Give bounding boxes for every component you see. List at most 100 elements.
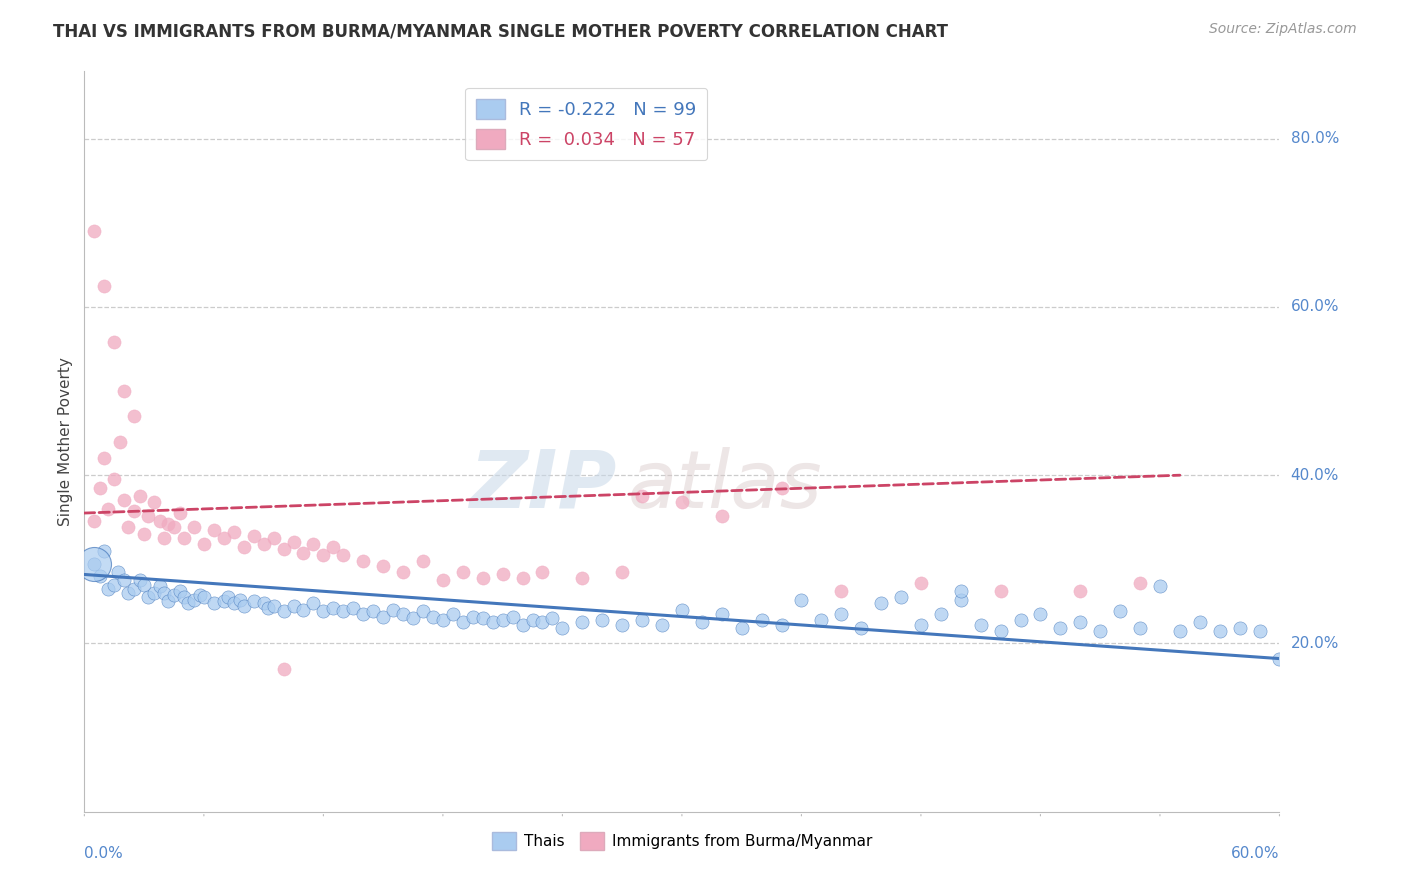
Point xyxy=(169,506,191,520)
Legend: Thais, Immigrants from Burma/Myanmar: Thais, Immigrants from Burma/Myanmar xyxy=(485,826,879,856)
Point xyxy=(1129,575,1152,590)
Point xyxy=(551,621,574,635)
Point xyxy=(107,565,129,579)
Point xyxy=(93,279,115,293)
Point xyxy=(149,579,172,593)
Point xyxy=(531,615,554,630)
Point xyxy=(392,565,415,579)
Point xyxy=(292,545,315,560)
Point xyxy=(122,503,145,517)
Point xyxy=(1069,615,1091,630)
Point xyxy=(89,569,111,583)
Point xyxy=(212,531,235,545)
Point xyxy=(112,384,135,398)
Point xyxy=(157,594,180,608)
Point xyxy=(412,554,434,568)
Point xyxy=(302,537,325,551)
Point xyxy=(312,548,335,562)
Point xyxy=(492,613,515,627)
Point xyxy=(710,508,733,523)
Point xyxy=(910,618,932,632)
Point xyxy=(441,607,464,621)
Text: 40.0%: 40.0% xyxy=(1291,467,1339,483)
Point xyxy=(173,590,195,604)
Point xyxy=(451,565,474,579)
Point xyxy=(332,548,354,562)
Point xyxy=(1209,624,1232,638)
Point xyxy=(1229,621,1251,635)
Point xyxy=(990,584,1012,599)
Point xyxy=(1049,621,1071,635)
Point xyxy=(402,611,425,625)
Point xyxy=(217,590,239,604)
Point xyxy=(183,520,205,534)
Point xyxy=(136,590,159,604)
Point xyxy=(202,523,225,537)
Point xyxy=(103,335,125,350)
Point xyxy=(122,409,145,424)
Text: Source: ZipAtlas.com: Source: ZipAtlas.com xyxy=(1209,22,1357,37)
Point xyxy=(129,489,152,503)
Point xyxy=(132,577,156,591)
Point xyxy=(1268,651,1291,665)
Point xyxy=(110,434,132,449)
Point xyxy=(970,618,993,632)
Point xyxy=(232,599,254,613)
Point xyxy=(153,531,176,545)
Point xyxy=(1188,615,1211,630)
Point xyxy=(631,489,654,503)
Point xyxy=(83,557,105,571)
Point xyxy=(222,525,245,540)
Point xyxy=(1069,584,1091,599)
Point xyxy=(177,596,200,610)
Point xyxy=(373,609,395,624)
Point xyxy=(512,571,534,585)
Text: 60.0%: 60.0% xyxy=(1291,300,1339,314)
Point xyxy=(263,531,285,545)
Point xyxy=(512,618,534,632)
Point xyxy=(1149,579,1171,593)
Point xyxy=(910,575,932,590)
Point xyxy=(302,596,325,610)
Point xyxy=(112,574,135,588)
Point xyxy=(283,599,305,613)
Point xyxy=(710,607,733,621)
Point xyxy=(451,615,474,630)
Point xyxy=(571,571,593,585)
Text: atlas: atlas xyxy=(628,447,823,525)
Point xyxy=(89,481,111,495)
Point xyxy=(990,624,1012,638)
Point xyxy=(870,596,893,610)
Point xyxy=(322,601,344,615)
Point xyxy=(232,540,254,554)
Point xyxy=(751,613,773,627)
Point xyxy=(481,615,503,630)
Point xyxy=(229,592,252,607)
Point xyxy=(422,609,444,624)
Point xyxy=(522,613,544,627)
Point xyxy=(492,567,515,582)
Point xyxy=(83,224,105,238)
Point xyxy=(1010,613,1032,627)
Point xyxy=(929,607,952,621)
Point xyxy=(193,537,215,551)
Point xyxy=(292,603,315,617)
Text: THAI VS IMMIGRANTS FROM BURMA/MYANMAR SINGLE MOTHER POVERTY CORRELATION CHART: THAI VS IMMIGRANTS FROM BURMA/MYANMAR SI… xyxy=(53,22,949,40)
Point xyxy=(382,603,405,617)
Point xyxy=(770,618,793,632)
Point xyxy=(129,574,152,588)
Text: 60.0%: 60.0% xyxy=(1232,847,1279,862)
Point xyxy=(136,508,159,523)
Point xyxy=(1090,624,1112,638)
Point xyxy=(1168,624,1191,638)
Point xyxy=(461,609,484,624)
Point xyxy=(342,601,364,615)
Point xyxy=(830,607,852,621)
Point xyxy=(273,662,295,676)
Point xyxy=(671,495,693,509)
Text: 20.0%: 20.0% xyxy=(1291,636,1339,651)
Y-axis label: Single Mother Poverty: Single Mother Poverty xyxy=(58,357,73,526)
Point xyxy=(93,451,115,466)
Point xyxy=(671,603,693,617)
Point xyxy=(122,582,145,596)
